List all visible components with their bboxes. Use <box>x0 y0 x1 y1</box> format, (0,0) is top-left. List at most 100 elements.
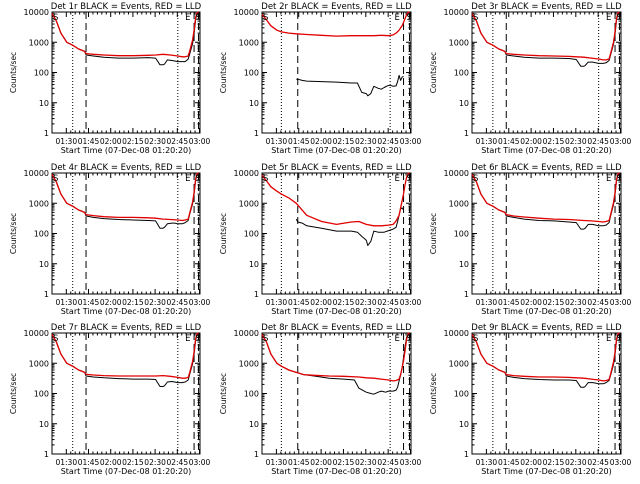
x-tick-label: 03:00 <box>189 458 211 467</box>
y-tick-label: 10 <box>459 420 469 429</box>
series-events <box>51 11 199 66</box>
x-tick-label: 02:45 <box>166 137 188 146</box>
series-lld <box>51 11 199 58</box>
x-tick-label: 02:15 <box>333 137 355 146</box>
y-axis-label: Counts/sec <box>429 373 438 414</box>
x-tick-label: 02:45 <box>377 458 399 467</box>
y-axis-label: Counts/sec <box>9 373 18 414</box>
y-tick-label: 10 <box>459 260 469 269</box>
x-tick-label: 01:45 <box>78 298 100 307</box>
end-marker: E <box>185 13 190 23</box>
y-tick-label: 1 <box>464 290 469 299</box>
x-tick-label: 02:30 <box>144 137 166 146</box>
y-tick-label: 10000 <box>24 8 49 17</box>
x-tick-label: 02:15 <box>122 298 144 307</box>
y-tick-label: 100 <box>244 69 259 78</box>
panel-det-5: Det 5r BLACK = Events, RED = LLD 1 10 100 10… <box>219 163 422 316</box>
y-tick-label: 10 <box>249 260 259 269</box>
y-tick-label: 1 <box>464 450 469 459</box>
y-axis-label: Counts/sec <box>219 52 228 93</box>
end-marker: E <box>395 334 400 344</box>
series-lld <box>471 11 620 61</box>
x-tick-label: 01:30 <box>55 298 77 307</box>
series-lld <box>261 332 410 382</box>
start-marker: S <box>263 334 268 344</box>
x-tick-label: 02:15 <box>122 458 144 467</box>
end-marker: E <box>395 13 400 23</box>
start-marker: S <box>53 13 58 23</box>
second-start-marker: S <box>617 174 622 184</box>
x-tick-label: 01:30 <box>266 458 288 467</box>
y-tick-label: 1 <box>44 450 49 459</box>
series-lld <box>51 172 199 222</box>
x-tick-label: 02:15 <box>333 458 355 467</box>
y-tick-label: 10000 <box>24 329 49 338</box>
panel-title: Det 5r BLACK = Events, RED = LLD <box>261 163 412 173</box>
y-tick-label: 100 <box>34 69 49 78</box>
x-tick-label: 02:45 <box>587 137 609 146</box>
x-axis-label: Start Time (07-Dec-08 01:20:20) <box>61 467 192 476</box>
y-tick-label: 1 <box>254 129 259 138</box>
x-tick-label: 01:30 <box>476 137 498 146</box>
y-axis-label: Counts/sec <box>219 213 228 254</box>
x-axis-label: Start Time (07-Dec-08 01:20:20) <box>481 467 612 476</box>
series-events <box>295 207 404 246</box>
series-lld <box>261 172 410 227</box>
start-marker: S <box>473 334 478 344</box>
x-tick-label: 01:45 <box>498 298 520 307</box>
x-tick-label: 03:00 <box>400 458 422 467</box>
y-tick-label: 100 <box>244 390 259 399</box>
y-tick-label: 1000 <box>29 199 49 208</box>
x-axis-label: Start Time (07-Dec-08 01:20:20) <box>481 146 612 155</box>
x-tick-label: 02:00 <box>310 298 332 307</box>
x-axis-label: Start Time (07-Dec-08 01:20:20) <box>271 467 402 476</box>
y-tick-label: 1 <box>464 129 469 138</box>
y-tick-label: 10000 <box>444 8 469 17</box>
x-tick-label: 02:00 <box>310 458 332 467</box>
x-tick-label: 02:30 <box>565 458 587 467</box>
x-tick-label: 01:30 <box>476 298 498 307</box>
y-tick-label: 1000 <box>449 38 469 47</box>
y-tick-label: 10000 <box>24 169 49 178</box>
y-tick-label: 10 <box>39 260 49 269</box>
x-tick-label: 02:15 <box>122 137 144 146</box>
x-tick-label: 02:00 <box>100 298 122 307</box>
x-tick-label: 02:45 <box>587 458 609 467</box>
panel-title: Det 9r BLACK = Events, RED = LLD <box>471 323 622 333</box>
y-tick-label: 10000 <box>234 8 259 17</box>
x-tick-label: 02:45 <box>377 298 399 307</box>
start-marker: S <box>53 174 58 184</box>
x-tick-label: 02:15 <box>543 298 565 307</box>
series-lld <box>471 172 620 223</box>
panel-det-7: Det 7r BLACK = Events, RED = LLD 1 10 100 10… <box>9 323 211 476</box>
y-tick-label: 10 <box>249 420 259 429</box>
start-marker: S <box>53 334 58 344</box>
x-tick-label: 01:30 <box>266 137 288 146</box>
end-marker: E <box>395 174 400 184</box>
start-marker: S <box>263 174 268 184</box>
series-lld <box>471 332 620 382</box>
panel-det-2: Det 2r BLACK = Events, RED = LLD 1 10 100 10… <box>219 2 422 155</box>
x-tick-label: 01:45 <box>78 458 100 467</box>
x-axis-label: Start Time (07-Dec-08 01:20:20) <box>271 307 402 316</box>
x-tick-label: 01:30 <box>55 137 77 146</box>
y-tick-label: 1000 <box>29 359 49 368</box>
series-lld <box>51 332 199 379</box>
y-tick-label: 10000 <box>444 169 469 178</box>
start-marker: S <box>473 174 478 184</box>
series-events <box>51 332 199 387</box>
end-marker: E <box>606 334 611 344</box>
series-events <box>471 172 620 230</box>
x-tick-label: 01:45 <box>288 458 310 467</box>
panel-title: Det 7r BLACK = Events, RED = LLD <box>51 323 202 333</box>
series-events <box>261 332 410 395</box>
y-tick-label: 1 <box>254 450 259 459</box>
panel-det-6: Det 6r BLACK = Events, RED = LLD 1 10 100 10… <box>429 163 632 316</box>
x-tick-label: 01:30 <box>55 458 77 467</box>
x-tick-label: 02:30 <box>565 298 587 307</box>
x-tick-label: 03:00 <box>610 458 632 467</box>
x-axis-label: Start Time (07-Dec-08 01:20:20) <box>271 146 402 155</box>
x-tick-label: 02:00 <box>520 298 542 307</box>
y-tick-label: 100 <box>454 69 469 78</box>
